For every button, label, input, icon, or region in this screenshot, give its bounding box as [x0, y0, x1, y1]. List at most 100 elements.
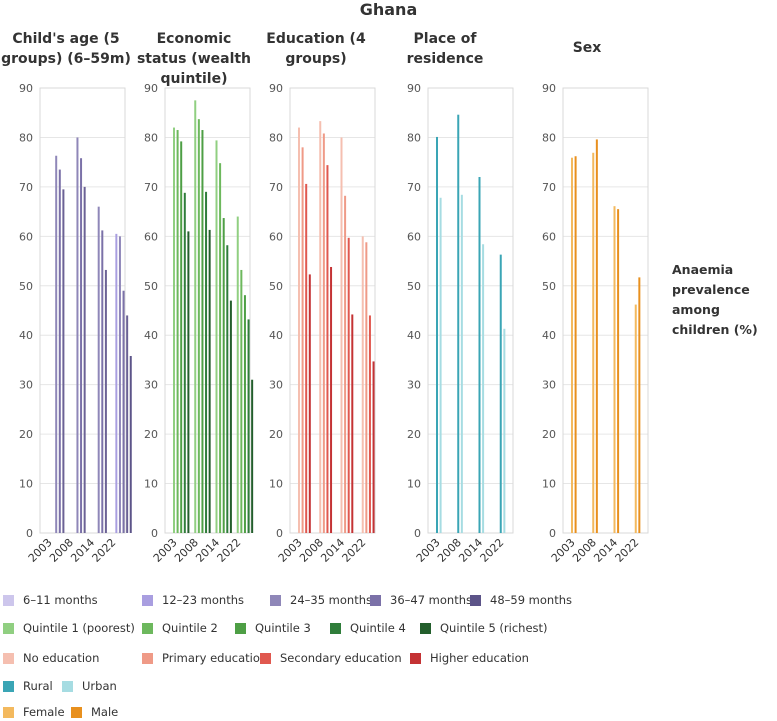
y-tick-label: 0 — [26, 527, 33, 540]
bar — [347, 237, 350, 534]
panel-frame — [39, 87, 126, 534]
y-tick-label: 80 — [407, 131, 421, 144]
bar — [76, 137, 79, 533]
y-tick-label: 90 — [269, 82, 283, 95]
legend-item-quintile-3[interactable]: Quintile 3 — [235, 619, 311, 637]
bar — [482, 244, 485, 533]
bar — [118, 236, 121, 534]
y-tick-label: 40 — [144, 329, 158, 342]
x-tick-label: 2003 — [414, 536, 443, 565]
legend-swatch — [260, 652, 271, 664]
bar — [499, 254, 502, 533]
bar — [503, 328, 506, 533]
legend-item-48-59-months[interactable]: 48–59 months — [470, 591, 572, 609]
bar — [251, 379, 254, 533]
bar — [180, 141, 183, 533]
y-tick-label: 80 — [269, 131, 283, 144]
x-tick-label: 2022 — [90, 536, 119, 565]
bar — [219, 163, 222, 533]
legend-item-quintile-1[interactable]: Quintile 1 (poorest) — [3, 619, 135, 637]
legend-item-secondary-education[interactable]: Secondary education — [260, 649, 402, 667]
x-tick-label: 2022 — [340, 536, 369, 565]
x-tick-label: 2008 — [570, 536, 599, 565]
panel-frame — [427, 87, 514, 534]
bar — [122, 290, 125, 533]
panel-frame — [164, 87, 251, 534]
legend-label: Quintile 2 — [162, 621, 218, 635]
bar — [301, 147, 304, 534]
y-tick-label: 20 — [19, 428, 33, 441]
legend-label: Quintile 3 — [255, 621, 311, 635]
legend-label: Secondary education — [280, 651, 402, 665]
bar — [208, 229, 211, 533]
y-tick-label: 90 — [19, 82, 33, 95]
bar — [372, 361, 375, 533]
y-tick-label: 30 — [144, 379, 158, 392]
y-tick-label: 60 — [144, 230, 158, 243]
legend-item-primary-education[interactable]: Primary education — [142, 649, 267, 667]
bar — [176, 130, 179, 533]
bar — [634, 304, 637, 533]
bar — [183, 192, 186, 534]
legend-swatch — [370, 594, 381, 606]
bar — [129, 355, 132, 533]
x-tick-label: 2003 — [549, 536, 578, 565]
bar — [243, 295, 246, 533]
legend-item-urban[interactable]: Urban — [62, 677, 117, 695]
y-tick-label: 40 — [542, 329, 556, 342]
x-tick-label: 2022 — [613, 536, 642, 565]
legend-label: Female — [23, 705, 65, 719]
legend-item-quintile-4[interactable]: Quintile 4 — [330, 619, 406, 637]
legend-item-6-11-months[interactable]: 6–11 months — [3, 591, 98, 609]
legend-label: Urban — [82, 679, 117, 693]
legend-label: 6–11 months — [23, 593, 98, 607]
y-tick-label: 70 — [269, 181, 283, 194]
x-tick-label: 2008 — [435, 536, 464, 565]
legend-swatch — [71, 706, 82, 718]
y-tick-label: 70 — [542, 181, 556, 194]
bar — [226, 245, 229, 533]
legend-item-36-47-months[interactable]: 36–47 months — [370, 591, 472, 609]
legend-label: Quintile 1 (poorest) — [23, 621, 135, 635]
bar — [330, 266, 333, 533]
legend-item-quintile-5[interactable]: Quintile 5 (richest) — [420, 619, 548, 637]
legend-item-quintile-2[interactable]: Quintile 2 — [142, 619, 218, 637]
x-tick-label: 2008 — [172, 536, 201, 565]
bar — [205, 191, 208, 534]
y-tick-label: 20 — [144, 428, 158, 441]
bar — [222, 218, 225, 534]
x-tick-label: 2022 — [478, 536, 507, 565]
y-tick-label: 60 — [407, 230, 421, 243]
bar — [115, 233, 118, 533]
bar — [340, 137, 343, 533]
bar — [229, 300, 232, 533]
bar — [194, 100, 197, 533]
legend-swatch — [3, 652, 14, 664]
bar — [201, 130, 204, 533]
legend-swatch — [3, 706, 14, 718]
legend-item-higher-education[interactable]: Higher education — [410, 649, 529, 667]
legend-item-male[interactable]: Male — [71, 703, 118, 721]
legend-label: Primary education — [162, 651, 268, 665]
legend-item-no-education[interactable]: No education — [3, 649, 99, 667]
x-tick-label: 2014 — [591, 536, 620, 565]
legend-item-female[interactable]: Female — [3, 703, 65, 721]
bar — [62, 189, 65, 533]
legend-label: 36–47 months — [390, 593, 472, 607]
y-tick-label: 70 — [19, 181, 33, 194]
x-tick-label: 2014 — [193, 536, 222, 565]
legend-item-rural[interactable]: Rural — [3, 677, 53, 695]
y-tick-label: 90 — [542, 82, 556, 95]
y-tick-label: 10 — [144, 478, 158, 491]
legend-item-24-35-months[interactable]: 24–35 months — [270, 591, 372, 609]
bar — [80, 158, 83, 533]
legend-label: Rural — [23, 679, 53, 693]
legend-item-12-23-months[interactable]: 12–23 months — [142, 591, 244, 609]
bar — [344, 195, 347, 534]
y-tick-label: 50 — [407, 280, 421, 293]
x-tick-label: 2003 — [151, 536, 180, 565]
y-tick-label: 80 — [19, 131, 33, 144]
legend-label: 48–59 months — [490, 593, 572, 607]
x-tick-label: 2014 — [318, 536, 347, 565]
bar — [305, 183, 308, 533]
